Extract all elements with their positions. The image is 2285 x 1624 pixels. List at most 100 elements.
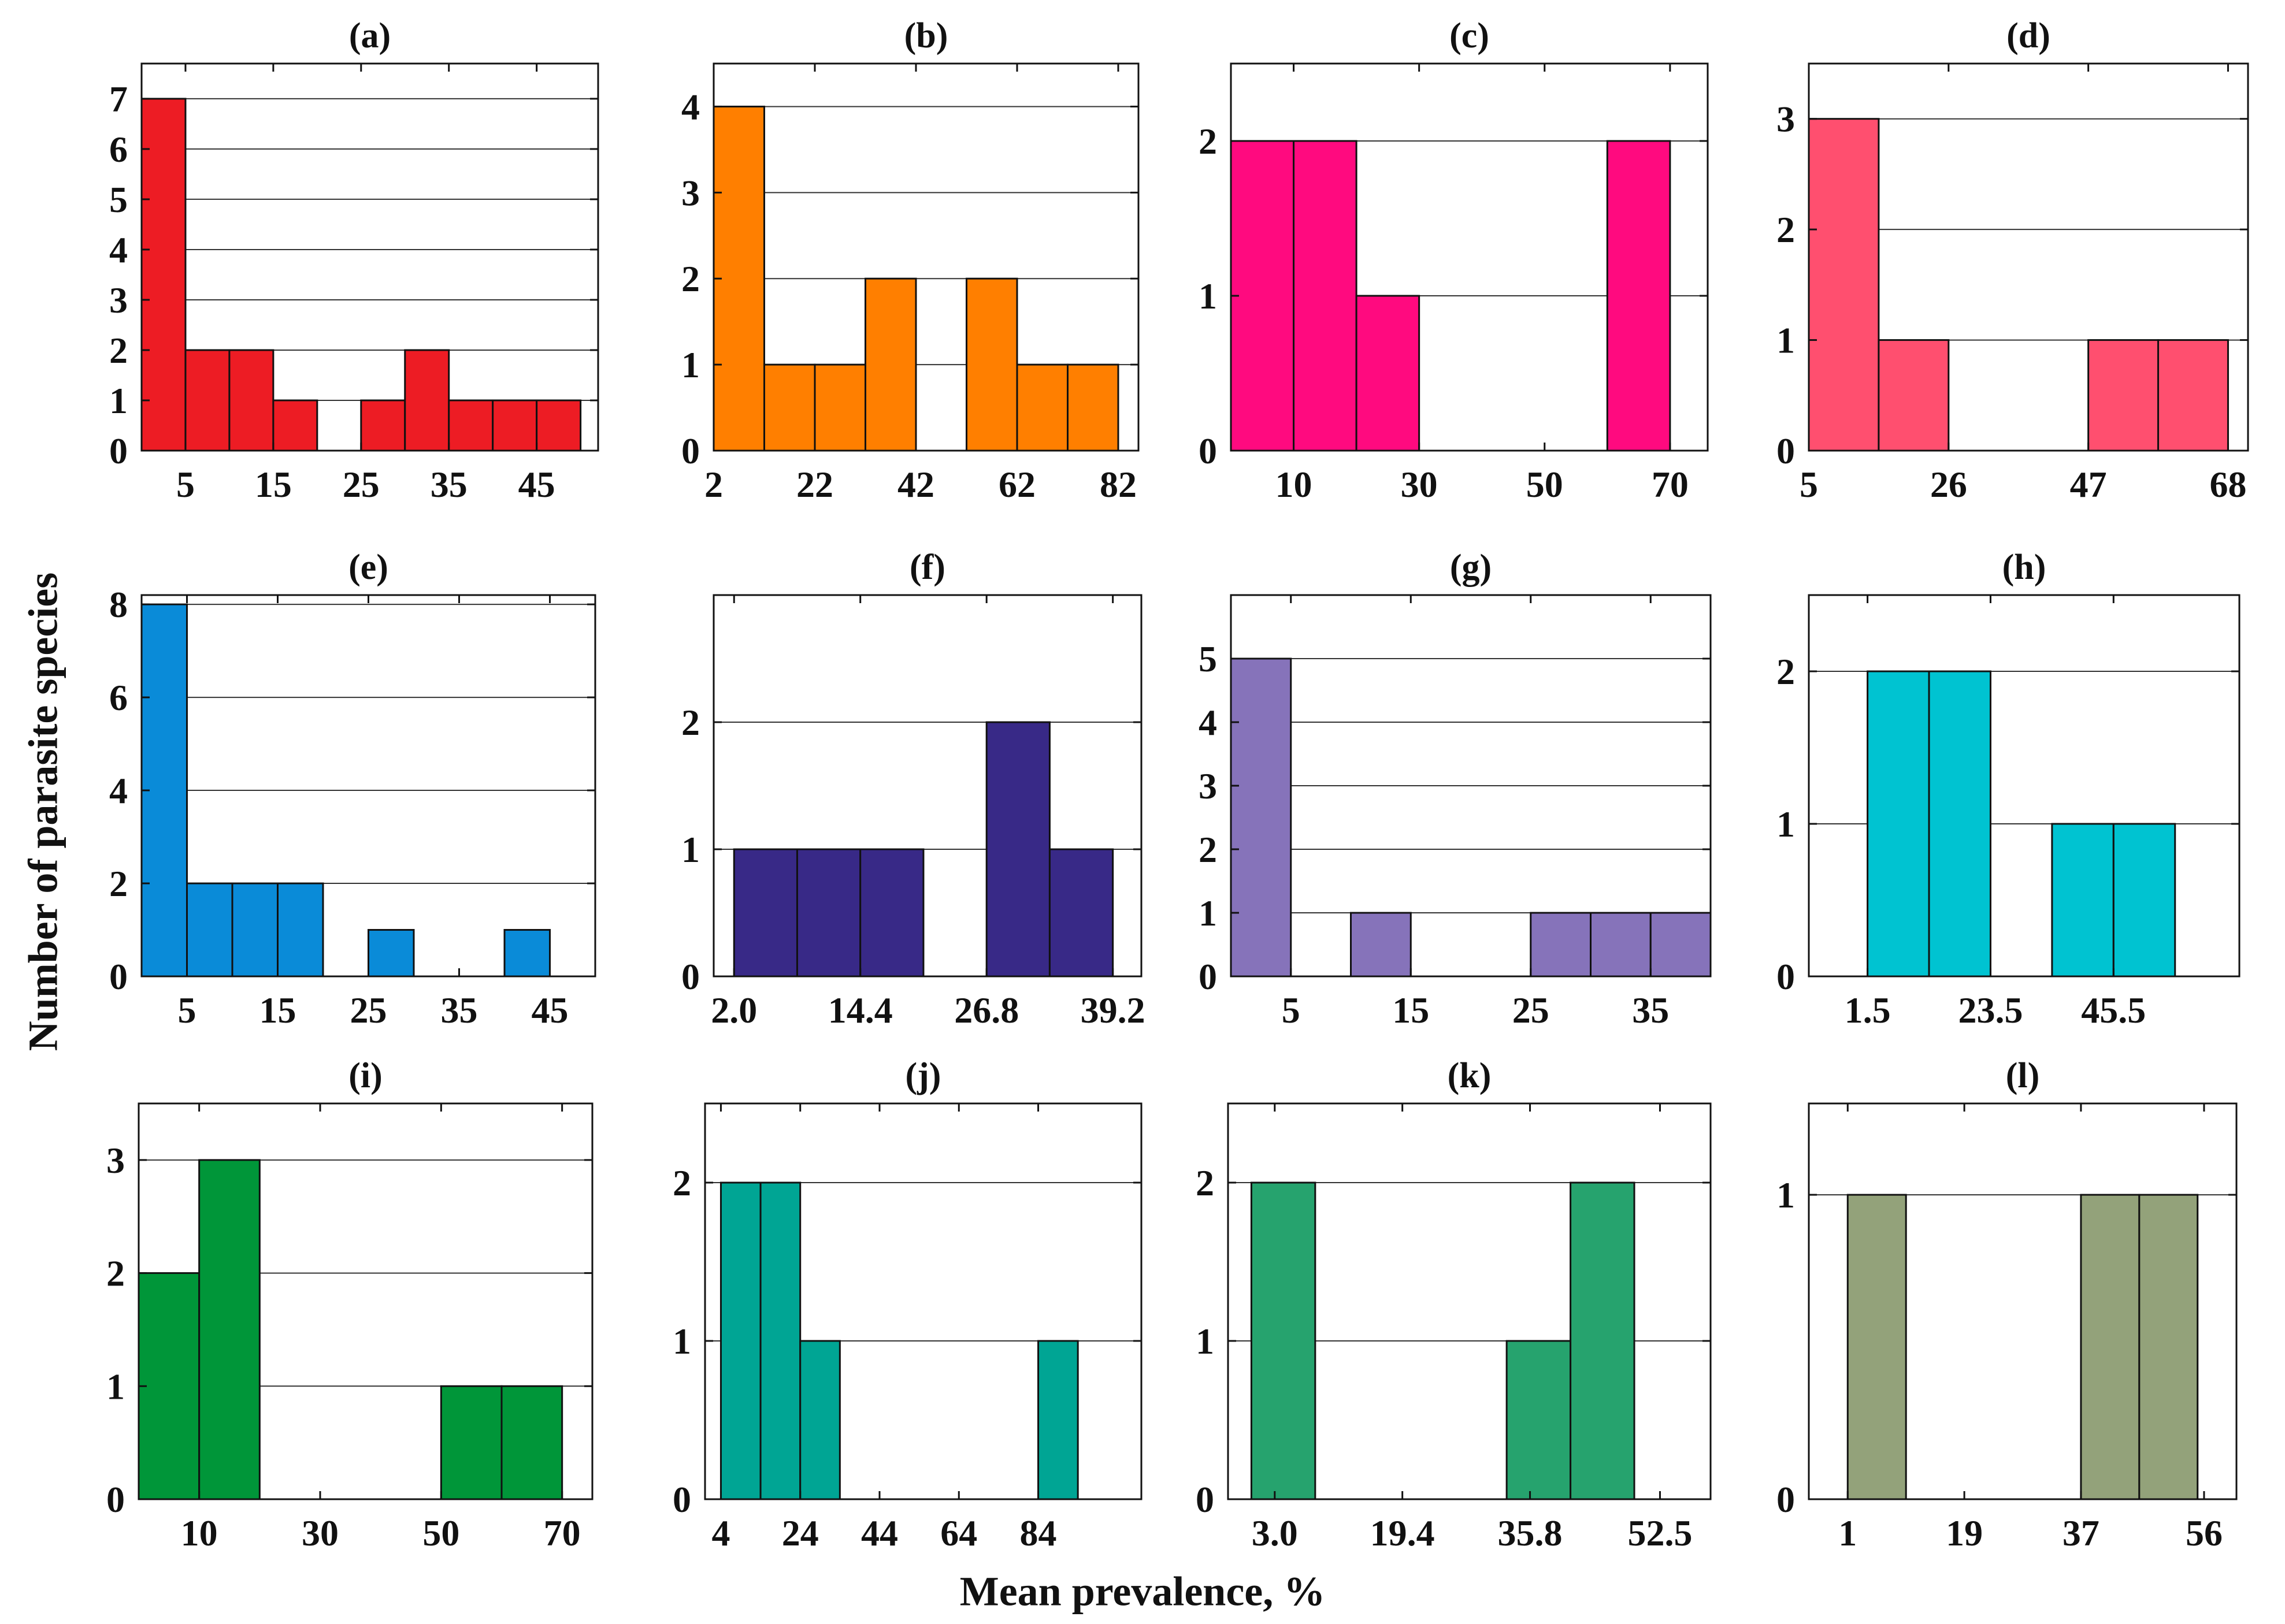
bar (492, 399, 538, 452)
bar (536, 399, 582, 452)
bar (1293, 140, 1357, 452)
y-tick-label: 8 (109, 584, 128, 625)
y-tick-label: 2 (1196, 1162, 1214, 1203)
y-tick-label: 3 (681, 172, 700, 213)
bar (2138, 1194, 2199, 1500)
x-tick-label: 45 (532, 990, 569, 1031)
panel-title: (f) (910, 548, 945, 587)
bar (1350, 912, 1412, 978)
x-tick-label: 2 (704, 464, 723, 505)
bar (1878, 339, 1950, 452)
y-tick-label: 2 (109, 863, 128, 904)
bar (1808, 118, 1880, 452)
bar (272, 399, 318, 452)
y-tick-label: 2 (673, 1162, 691, 1203)
bar (1570, 1181, 1635, 1500)
y-tick-label: 0 (673, 1479, 691, 1520)
x-tick-label: 15 (255, 464, 292, 505)
y-tick-label: 7 (109, 79, 128, 120)
y-tick-label: 4 (109, 229, 128, 270)
y-tick-label: 3 (106, 1140, 125, 1181)
bar (1606, 140, 1671, 452)
x-tick-label: 19.4 (1370, 1512, 1435, 1554)
y-tick-label: 0 (1776, 430, 1795, 471)
y-tick-label: 4 (681, 86, 700, 127)
panel-title: (b) (904, 16, 948, 55)
x-tick-label: 26 (1930, 464, 1967, 505)
x-tick-label: 4 (711, 1512, 730, 1554)
bar (1230, 657, 1292, 978)
bar (277, 882, 324, 978)
x-tick-label: 82 (1100, 464, 1137, 505)
bar (1649, 912, 1712, 978)
plot-frame (1230, 62, 1709, 452)
y-tick-label: 1 (1776, 804, 1795, 845)
x-tick-label: 5 (1800, 464, 1818, 505)
plot-frame (140, 62, 599, 452)
y-tick-label: 1 (681, 344, 700, 385)
y-tick-label: 4 (1199, 702, 1217, 743)
y-tick-label: 2 (1199, 121, 1217, 162)
panel-title: (c) (1449, 16, 1489, 55)
chart-panel-l: 0 1 1 19 37 56 (l) (1776, 1056, 2238, 1554)
y-tick-label: 1 (1776, 1175, 1795, 1216)
x-tick-label: 50 (1526, 464, 1563, 505)
chart-panel-g: 0 1 2 3 4 5 5 15 25 35 (g) (1199, 548, 1712, 1031)
panel-title: (j) (906, 1056, 941, 1095)
y-tick-label: 1 (1776, 320, 1795, 361)
x-tick-label: 84 (1020, 1512, 1057, 1554)
bar (2051, 823, 2115, 978)
bar (985, 721, 1051, 978)
y-tick-label: 0 (1199, 956, 1217, 997)
x-tick-label: 1 (1838, 1512, 1857, 1554)
bar (2080, 1194, 2141, 1500)
y-tick-label: 5 (109, 179, 128, 220)
plot-frame (1808, 1102, 2238, 1500)
y-tick-label: 0 (1199, 430, 1217, 471)
bar (1250, 1181, 1316, 1500)
bar (140, 98, 187, 452)
chart-panel-k: 0 1 2 3.0 19.4 35.8 52.5 (k) (1196, 1056, 1712, 1554)
y-tick-label: 1 (1199, 276, 1217, 317)
plot-frame (713, 62, 1140, 452)
bar (198, 1159, 261, 1500)
bar (231, 882, 279, 978)
y-tick-label: 2 (681, 702, 700, 743)
x-tick-label: 35 (1632, 990, 1669, 1031)
x-tick-label: 23.5 (1958, 990, 2023, 1031)
panel-title: (a) (349, 16, 391, 55)
y-axis-title: Number of parasite species (20, 572, 66, 1051)
y-tick-label: 3 (109, 280, 128, 321)
bar (1530, 912, 1592, 978)
bar (448, 399, 494, 452)
bar (1590, 912, 1652, 978)
plot-frame (1808, 594, 2241, 978)
x-tick-label: 52.5 (1627, 1512, 1692, 1554)
x-tick-label: 45 (518, 464, 555, 505)
bar (360, 399, 406, 452)
x-tick-label: 44 (861, 1512, 898, 1554)
bar (1928, 670, 1991, 978)
bar (500, 1385, 563, 1500)
y-tick-label: 0 (109, 956, 128, 997)
x-tick-label: 25 (1512, 990, 1549, 1031)
x-tick-label: 25 (350, 990, 387, 1031)
bar (184, 349, 231, 452)
y-tick-label: 0 (1776, 956, 1795, 997)
x-tick-label: 56 (2186, 1512, 2223, 1554)
bar (1067, 363, 1119, 452)
x-tick-label: 24 (782, 1512, 819, 1554)
y-tick-label: 2 (1199, 829, 1217, 870)
y-tick-label: 3 (1776, 99, 1795, 140)
bar (966, 277, 1018, 452)
y-tick-label: 1 (1196, 1321, 1214, 1362)
x-tick-label: 39.2 (1081, 990, 1145, 1031)
y-tick-label: 2 (109, 330, 128, 371)
bar (814, 363, 866, 452)
plot-frame (713, 594, 1142, 978)
x-tick-label: 22 (796, 464, 833, 505)
y-tick-label: 0 (109, 430, 128, 471)
